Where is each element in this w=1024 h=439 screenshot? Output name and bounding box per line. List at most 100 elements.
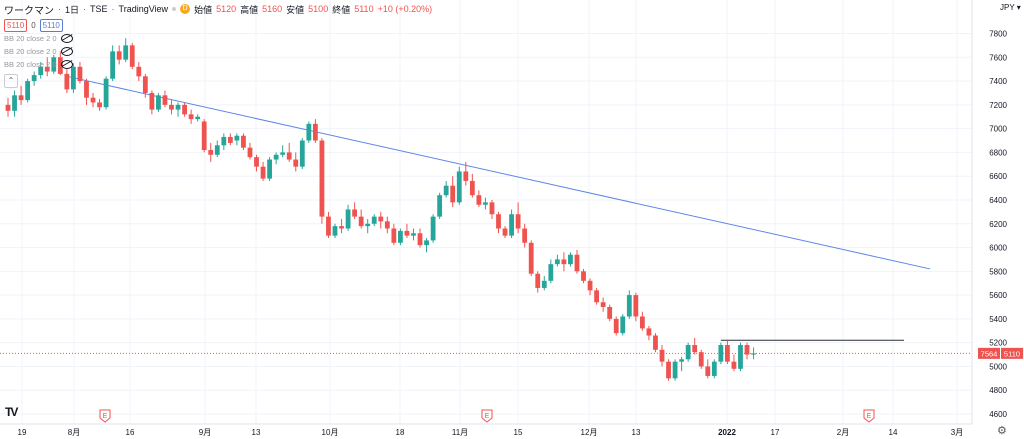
indicator-label: BB 20 close 2 0: [4, 47, 57, 56]
price-axis[interactable]: 4600 4800 5000 5200 5400 5600 5800 6000 6200 6400…: [971, 0, 1023, 424]
candle-body: [352, 209, 358, 217]
time-tick-label: 15: [514, 428, 523, 437]
candle: [90, 92, 96, 108]
candle: [280, 145, 286, 158]
candle: [44, 57, 50, 77]
candle-body: [574, 254, 580, 272]
candle-body: [38, 66, 44, 76]
candle-body: [260, 166, 266, 179]
candle: [71, 63, 76, 93]
candle: [358, 209, 364, 229]
time-axis[interactable]: 19 8月 16 9月 13 10月 18 11月 15 12月 13 2022 17 2月 14 3月: [0, 423, 972, 437]
candle-body: [280, 152, 286, 155]
candle-body: [293, 159, 299, 167]
candle: [38, 62, 44, 79]
symbol-name[interactable]: ワークマン: [4, 5, 54, 17]
candle: [692, 337, 698, 355]
buy-button[interactable]: 5110: [39, 19, 63, 32]
candle-body: [332, 226, 338, 236]
candle: [136, 62, 142, 82]
candle: [188, 109, 194, 124]
candle: [515, 202, 521, 234]
candle-body: [443, 185, 449, 196]
candle: [241, 133, 246, 151]
candle: [182, 102, 187, 117]
price-tick-label: 7200: [989, 101, 1007, 110]
candle-body: [384, 221, 390, 229]
time-tick-label: 2月: [837, 428, 849, 437]
indicator-row[interactable]: BB 20 close 2 0: [4, 58, 432, 71]
indicator-row[interactable]: BB 20 close 2 0: [4, 45, 432, 58]
candle: [594, 287, 599, 305]
eye-hidden-icon[interactable]: [60, 60, 73, 69]
candle-body: [411, 233, 416, 236]
exchange-label: TSE: [90, 4, 108, 14]
candle: [633, 292, 639, 322]
candle: [666, 359, 671, 381]
candle-body: [345, 209, 351, 229]
candle: [522, 223, 528, 248]
last-price-label: 5110: [1004, 349, 1020, 358]
low-label: 安値: [286, 4, 305, 15]
earnings-marker: E: [99, 409, 111, 423]
candle-body: [12, 95, 17, 111]
candle-body: [201, 121, 207, 151]
candle-body: [705, 366, 711, 376]
candle: [384, 216, 390, 234]
candle-body: [430, 216, 436, 241]
candle-body: [417, 233, 423, 246]
candle-body: [626, 295, 632, 317]
candle: [626, 290, 632, 319]
time-tick-label: 16: [126, 428, 135, 437]
candle-body: [64, 73, 70, 90]
candle: [679, 356, 685, 372]
price-tick-label: 5000: [989, 362, 1007, 371]
candle-body: [227, 136, 233, 143]
earnings-marker: E: [863, 409, 875, 423]
candle: [639, 311, 645, 331]
candle-body: [620, 316, 626, 334]
candle: [443, 180, 449, 198]
tradingview-logo-icon[interactable]: TV: [5, 405, 18, 419]
candle-body: [607, 306, 613, 319]
candle: [672, 359, 678, 381]
chevron-up-icon[interactable]: ⌃: [4, 74, 18, 88]
candle: [476, 190, 482, 208]
earnings-marker-label: E: [103, 413, 108, 420]
candle-body: [97, 102, 102, 108]
interval-label[interactable]: 1日: [65, 4, 80, 15]
trend-line: [66, 75, 931, 270]
low-value: 5100: [308, 4, 329, 14]
sell-button[interactable]: 5110: [4, 19, 28, 32]
price-tick-label: 6600: [989, 172, 1007, 181]
eye-hidden-icon[interactable]: [60, 34, 73, 43]
candle-body: [5, 104, 11, 111]
candle-body: [312, 123, 318, 141]
candle-body: [319, 140, 325, 217]
gear-icon[interactable]: ⚙: [997, 425, 1007, 437]
candle: [64, 69, 70, 93]
candle-body: [541, 280, 547, 288]
candle-body: [156, 95, 161, 110]
candle-body: [84, 81, 89, 98]
eye-hidden-icon[interactable]: [60, 47, 73, 56]
time-tick-label: 13: [252, 428, 261, 437]
candle: [496, 211, 501, 234]
candle: [437, 192, 443, 219]
candle-body: [254, 157, 259, 167]
candle: [319, 138, 325, 224]
candle-body: [365, 223, 371, 227]
time-tick-label: 19: [18, 428, 27, 437]
candle-body: [528, 242, 534, 274]
delayed-badge[interactable]: D: [180, 4, 191, 14]
candle-body: [672, 361, 678, 379]
candle: [502, 226, 508, 239]
candle-body: [744, 345, 750, 355]
currency-selector[interactable]: JPY ▾: [1000, 3, 1021, 12]
candle: [345, 204, 351, 231]
indicator-row[interactable]: BB 20 close 2 0: [4, 32, 432, 45]
candle-body: [613, 318, 619, 334]
candle: [175, 102, 181, 117]
candle: [744, 342, 750, 360]
